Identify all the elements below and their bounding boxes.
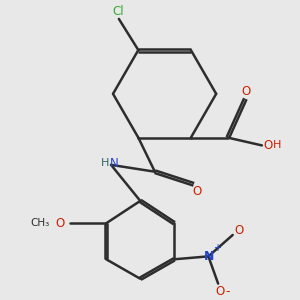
Text: +: + bbox=[213, 243, 220, 253]
Text: N: N bbox=[204, 250, 214, 263]
Text: H: H bbox=[100, 158, 109, 168]
Text: -: - bbox=[225, 285, 230, 298]
Text: Cl: Cl bbox=[112, 5, 124, 18]
Text: O: O bbox=[234, 224, 243, 237]
Text: O: O bbox=[241, 85, 250, 98]
Text: O: O bbox=[193, 185, 202, 198]
Text: O: O bbox=[56, 217, 65, 230]
Text: CH₃: CH₃ bbox=[30, 218, 49, 228]
Text: O: O bbox=[263, 139, 273, 152]
Text: N: N bbox=[110, 157, 119, 170]
Text: H: H bbox=[273, 140, 281, 150]
Text: O: O bbox=[215, 285, 224, 298]
